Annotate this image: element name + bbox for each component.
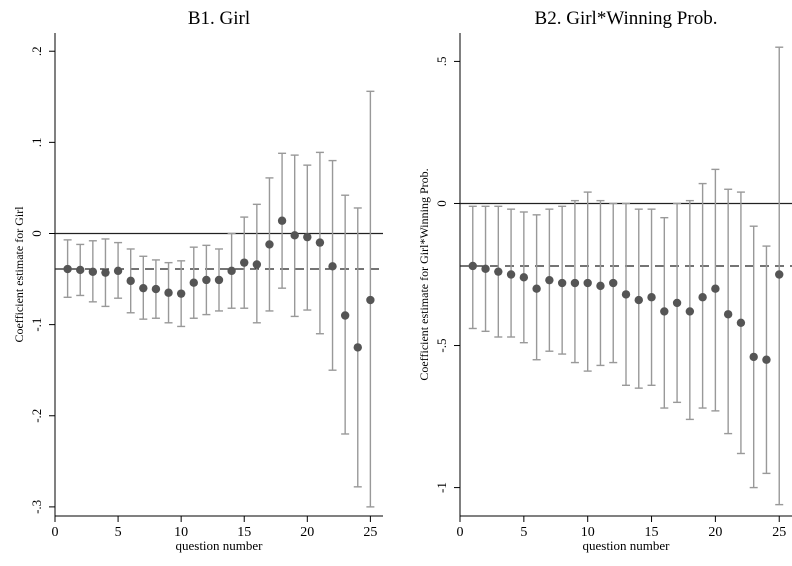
panel-b2-y-tick-label: -1 xyxy=(434,482,449,493)
panel-b2-point xyxy=(468,261,477,271)
panel-b1-point xyxy=(189,278,198,287)
panel-b1-x-tick-label: 25 xyxy=(363,525,377,540)
panel-b2-x-tick-label: 5 xyxy=(520,525,527,540)
panel-b1-point xyxy=(277,216,287,225)
panel-b1-point xyxy=(227,266,236,276)
panel-b1-point xyxy=(240,258,249,267)
panel-b1-title: B1. Girl xyxy=(188,8,250,29)
panel-b2-y-tick-label: .5 xyxy=(434,57,449,67)
panel-b1-point xyxy=(340,311,350,320)
panel-b2-point xyxy=(545,275,554,285)
panel-b2-x-tick-label: 10 xyxy=(581,525,595,540)
panel-b1-y-tick-label: .1 xyxy=(29,137,44,147)
panel-b2: B2. Girl*Winning Prob. -1 -.5 0 .5 0 5 10 15 20 25… xyxy=(417,8,792,553)
panel-b1-x-tick-label: 15 xyxy=(237,525,251,540)
panel-b1-x-tick-label: 20 xyxy=(300,525,314,540)
panel-b2-point xyxy=(634,295,643,305)
panel-b2-point xyxy=(749,352,758,362)
panel-b2-y-tick-label: -.5 xyxy=(434,338,449,352)
panel-b2-point xyxy=(698,293,707,302)
panel-b1-point xyxy=(353,343,362,352)
panel-b1-y-axis-label: Coefficient estimate for Girl xyxy=(12,206,26,343)
panel-b1-point xyxy=(290,231,299,240)
panel-b2-x-axis-label: question number xyxy=(582,538,670,553)
panel-b1-point xyxy=(366,295,375,305)
panel-b2-point xyxy=(481,264,490,274)
panel-b1-point xyxy=(139,283,148,293)
panel-b1-point xyxy=(151,284,161,294)
panel-b2-point xyxy=(609,278,618,288)
panel-b1-point xyxy=(126,276,135,286)
panel-b2-x-tick-label: 0 xyxy=(457,525,464,540)
panel-b2-point xyxy=(494,267,503,276)
panel-b1-point xyxy=(202,275,211,285)
panel-b1: B1. Girl -.3 -.2 -.1 0 .1 .2 0 5 10 15 20 25 question… xyxy=(12,8,383,553)
panel-b1-point xyxy=(76,265,85,275)
panel-b2-point xyxy=(736,318,746,327)
panel-b2-point xyxy=(672,298,682,308)
panel-b2-point xyxy=(532,284,541,293)
panel-b2-x-tick-label: 15 xyxy=(645,525,659,540)
panel-b1-point xyxy=(328,262,337,271)
panel-b2-y-tick-label: 0 xyxy=(434,200,449,207)
panel-b2-y-axis-label: Coefficient estimate for Girl*Winning Pr… xyxy=(417,168,431,380)
panel-b2-point xyxy=(506,270,516,279)
panel-b2-point xyxy=(660,307,669,316)
panel-b2-x-tick-label: 25 xyxy=(772,525,786,540)
panel-b1-y-tick-label: 0 xyxy=(29,230,44,237)
panel-b1-x-tick-label: 0 xyxy=(52,525,59,540)
panel-b1-point xyxy=(63,264,72,274)
panel-b1-y-tick-label: -.3 xyxy=(29,500,44,514)
panel-b2-title: B2. Girl*Winning Prob. xyxy=(535,8,718,29)
panel-b2-x-tick-label: 20 xyxy=(708,525,722,540)
panel-b2-point xyxy=(762,355,771,364)
panel-b1-point xyxy=(265,240,274,249)
panel-b1-point xyxy=(164,288,173,297)
panel-b2-point xyxy=(723,310,733,319)
panel-b2-point xyxy=(711,284,720,293)
panel-b2-point xyxy=(570,278,580,288)
panel-b2-point xyxy=(775,270,784,279)
panel-b2-point xyxy=(685,307,695,316)
panel-b1-y-tick-label: .2 xyxy=(29,46,44,56)
panel-b2-point xyxy=(583,278,592,288)
panel-b1-y-tick-label: -.2 xyxy=(29,409,44,423)
panel-b2-point xyxy=(519,273,529,282)
panel-b1-point xyxy=(315,238,325,247)
panel-b1-point xyxy=(303,232,312,242)
panel-b1-point xyxy=(252,260,262,269)
panel-b2-point xyxy=(557,278,567,288)
panel-b1-point xyxy=(88,267,98,276)
panel-b1-x-axis-label: question number xyxy=(175,538,263,553)
panel-b1-point xyxy=(176,289,186,298)
panel-b1-x-tick-label: 5 xyxy=(115,525,122,540)
panel-b1-y-tick-label: -.1 xyxy=(29,318,44,332)
panel-b2-point xyxy=(647,293,656,302)
panel-b2-point xyxy=(596,281,605,291)
panel-b1-point xyxy=(214,275,224,285)
panel-b1-x-tick-label: 10 xyxy=(174,525,188,540)
panel-b2-point xyxy=(621,290,631,299)
panel-b1-point xyxy=(101,268,110,277)
panel-b1-point xyxy=(113,266,123,276)
